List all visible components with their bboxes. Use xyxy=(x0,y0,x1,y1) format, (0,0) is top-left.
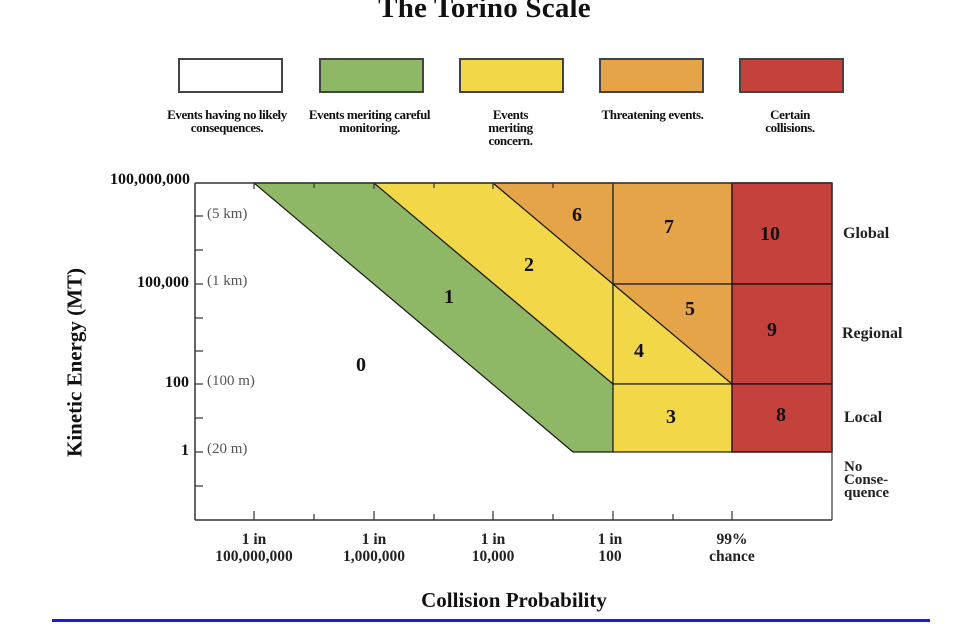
effect-global: Global xyxy=(843,225,890,242)
y-ticks xyxy=(195,215,203,487)
legend-swatch-white xyxy=(178,58,283,93)
legend-label-certain-collisions: Certain collisions. xyxy=(765,107,815,135)
legend-label-no-consequences: Events having no likely consequences. xyxy=(167,107,287,135)
effect-regional: Regional xyxy=(842,325,903,342)
level-5-label: 5 xyxy=(685,298,695,320)
chart-title: The Torino Scale xyxy=(378,0,591,24)
legend-swatch-red xyxy=(739,58,844,93)
legend-label-careful-monitoring: Events meriting careful monitoring. xyxy=(308,107,431,135)
y-size-5km: (5 km) xyxy=(207,206,248,222)
level-0-label: 0 xyxy=(356,354,366,376)
x-label-99-percent: 99% chance xyxy=(709,531,755,565)
region-red-10 xyxy=(731,182,833,285)
x-label-1-in-100000000: 1 in 100,000,000 xyxy=(215,531,293,565)
x-label-1-in-1000000: 1 in 1,000,000 xyxy=(343,531,405,565)
legend-label-threatening: Threatening events. xyxy=(601,107,704,122)
legend-label-concern: Events meriting concern. xyxy=(488,107,533,148)
y-label-100: 100 xyxy=(165,374,189,391)
x-label-1-in-10000: 1 in 10,000 xyxy=(471,531,515,565)
level-6-label: 6 xyxy=(572,204,582,226)
horizontal-rule xyxy=(52,619,930,622)
x-axis-title: Collision Probability xyxy=(421,588,607,612)
legend-swatch-orange xyxy=(599,58,704,93)
y-axis-title: Kinetic Energy (MT) xyxy=(62,268,87,457)
level-3-label: 3 xyxy=(666,406,676,428)
region-red-8 xyxy=(731,383,833,453)
legend-swatch-yellow xyxy=(459,58,564,93)
level-8-label: 8 xyxy=(776,404,786,426)
region-orange-7 xyxy=(612,182,733,285)
effect-local: Local xyxy=(844,409,883,426)
level-4-label: 4 xyxy=(634,340,644,362)
level-10-label: 10 xyxy=(760,223,780,245)
level-1-label: 1 xyxy=(444,286,454,308)
x-ticks-top xyxy=(253,183,614,189)
y-size-1km: (1 km) xyxy=(207,273,248,289)
y-size-100m: (100 m) xyxy=(207,373,255,389)
region-red-9 xyxy=(731,283,833,385)
y-label-1: 1 xyxy=(181,442,189,459)
y-label-100000: 100,000 xyxy=(137,274,189,291)
legend-swatch-green xyxy=(319,58,424,93)
y-size-20m: (20 m) xyxy=(207,441,248,457)
level-7-label: 7 xyxy=(664,216,674,238)
x-ticks xyxy=(253,511,733,520)
effect-no-consequence: No Conse- quence xyxy=(844,459,889,501)
y-label-100000000: 100,000,000 xyxy=(110,171,190,188)
x-label-1-in-100: 1 in 100 xyxy=(597,531,623,565)
level-9-label: 9 xyxy=(767,319,777,341)
level-2-label: 2 xyxy=(524,254,534,276)
